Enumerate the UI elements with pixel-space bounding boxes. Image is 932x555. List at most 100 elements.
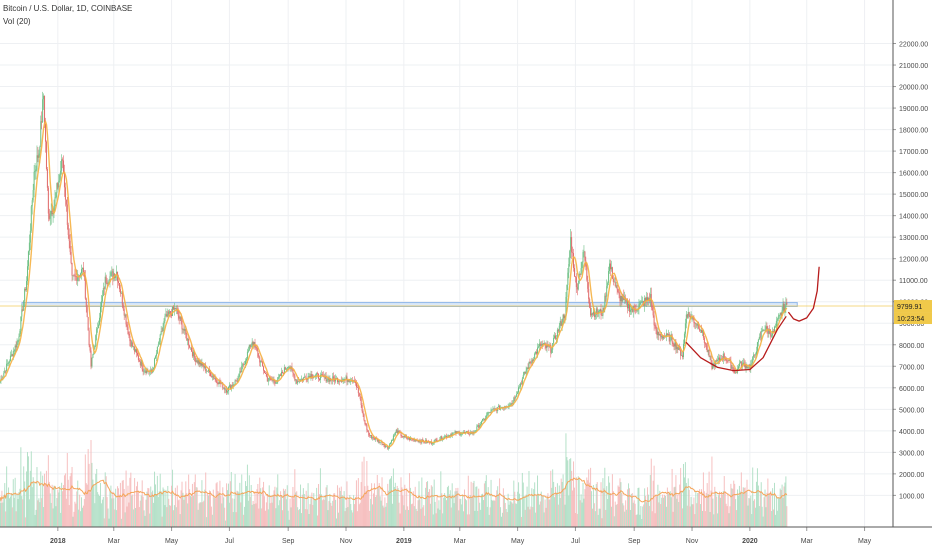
volume-bar xyxy=(428,489,430,527)
volume-bar xyxy=(265,502,267,527)
candle-body xyxy=(8,361,10,363)
candle-body xyxy=(685,314,687,324)
x-tick-label: Nov xyxy=(340,538,353,545)
volume-bar xyxy=(398,502,400,527)
candle-body xyxy=(588,288,590,300)
candle-body xyxy=(217,383,219,385)
candle-body xyxy=(96,328,98,336)
candle-body xyxy=(246,351,248,359)
candle-body xyxy=(742,362,744,364)
candle-body xyxy=(61,159,63,171)
volume-bar xyxy=(624,511,626,527)
volume-bar xyxy=(348,498,350,527)
candle-body xyxy=(171,313,173,317)
candle-body xyxy=(129,335,131,342)
candle-body xyxy=(481,420,483,425)
candle-body xyxy=(434,439,436,441)
candle-body xyxy=(155,353,157,357)
volume-bar xyxy=(673,487,675,527)
candle-body xyxy=(384,445,386,448)
volume-bar xyxy=(435,513,437,527)
candle-body xyxy=(518,386,520,388)
volume-bar xyxy=(241,474,243,527)
candle-body xyxy=(765,326,767,330)
candle-body xyxy=(655,325,657,331)
candle-body xyxy=(75,276,77,277)
volume-bar xyxy=(339,490,341,527)
volume-bar xyxy=(29,470,31,527)
candle-body xyxy=(84,276,86,299)
candle-body xyxy=(16,342,18,348)
candle-body xyxy=(304,376,306,378)
candle-body xyxy=(80,273,82,277)
chart-title: Bitcoin / U.S. Dollar, 1D, COINBASE xyxy=(3,4,133,13)
volume-bar xyxy=(286,485,288,527)
volume-bar xyxy=(780,489,782,527)
volume-bar xyxy=(417,500,419,527)
volume-bar xyxy=(136,481,138,527)
candle-body xyxy=(555,335,557,339)
volume-bar xyxy=(318,494,320,527)
candle-body xyxy=(252,341,254,346)
volume-bar xyxy=(499,478,501,527)
volume-bar xyxy=(98,494,100,527)
volume-bar xyxy=(392,468,394,527)
volume-bar xyxy=(326,485,328,527)
volume-bar xyxy=(152,490,154,527)
candle-body xyxy=(677,347,679,350)
volume-bar xyxy=(782,497,784,527)
candle-body xyxy=(327,378,329,380)
volume-bar xyxy=(158,491,160,527)
candle-body xyxy=(735,372,737,374)
candle-body xyxy=(712,364,714,369)
candle-body xyxy=(566,284,568,297)
candle-body xyxy=(127,326,129,334)
candle-body xyxy=(17,340,19,343)
candle-body xyxy=(604,295,606,310)
x-tick-label: 2018 xyxy=(50,538,66,545)
candle-body xyxy=(333,376,335,379)
volume-bar xyxy=(72,516,74,527)
volume-bar xyxy=(9,496,11,527)
candle-body xyxy=(386,446,388,448)
volume-bar xyxy=(755,481,757,527)
candle-body xyxy=(159,334,161,343)
candle-body xyxy=(371,434,373,439)
candle-body xyxy=(23,300,25,311)
volume-bar xyxy=(456,491,458,527)
volume-bar xyxy=(518,482,520,527)
y-tick-label: 16000.00 xyxy=(899,171,928,178)
volume-bar xyxy=(784,482,786,527)
candle-body xyxy=(363,414,365,421)
volume-bar xyxy=(373,493,375,527)
volume-bar xyxy=(687,478,689,527)
volume-bar xyxy=(442,513,444,527)
candle-body xyxy=(599,309,601,312)
candle-body xyxy=(33,171,35,191)
volume-bar xyxy=(312,504,314,527)
volume-bar xyxy=(93,484,95,527)
candle-body xyxy=(730,360,732,369)
candle-body xyxy=(230,385,232,390)
volume-bar xyxy=(661,497,663,527)
volume-bar xyxy=(741,493,743,527)
candle-body xyxy=(605,295,607,297)
candle-body xyxy=(7,363,9,365)
candle-body xyxy=(786,302,788,305)
last-price-badge: 9799.91 xyxy=(897,304,922,311)
volume-bar xyxy=(723,476,725,527)
candle-body xyxy=(34,170,36,172)
volume-bar xyxy=(567,460,569,527)
candle-body xyxy=(136,352,138,356)
candle-body xyxy=(13,351,15,352)
volume-bar xyxy=(530,506,532,527)
volume-bar xyxy=(775,496,777,527)
candle-body xyxy=(488,412,490,413)
candle-body xyxy=(680,349,682,356)
candle-body xyxy=(357,387,359,394)
candle-body xyxy=(668,334,670,342)
volume-bar xyxy=(230,471,232,527)
candle-body xyxy=(122,304,124,310)
